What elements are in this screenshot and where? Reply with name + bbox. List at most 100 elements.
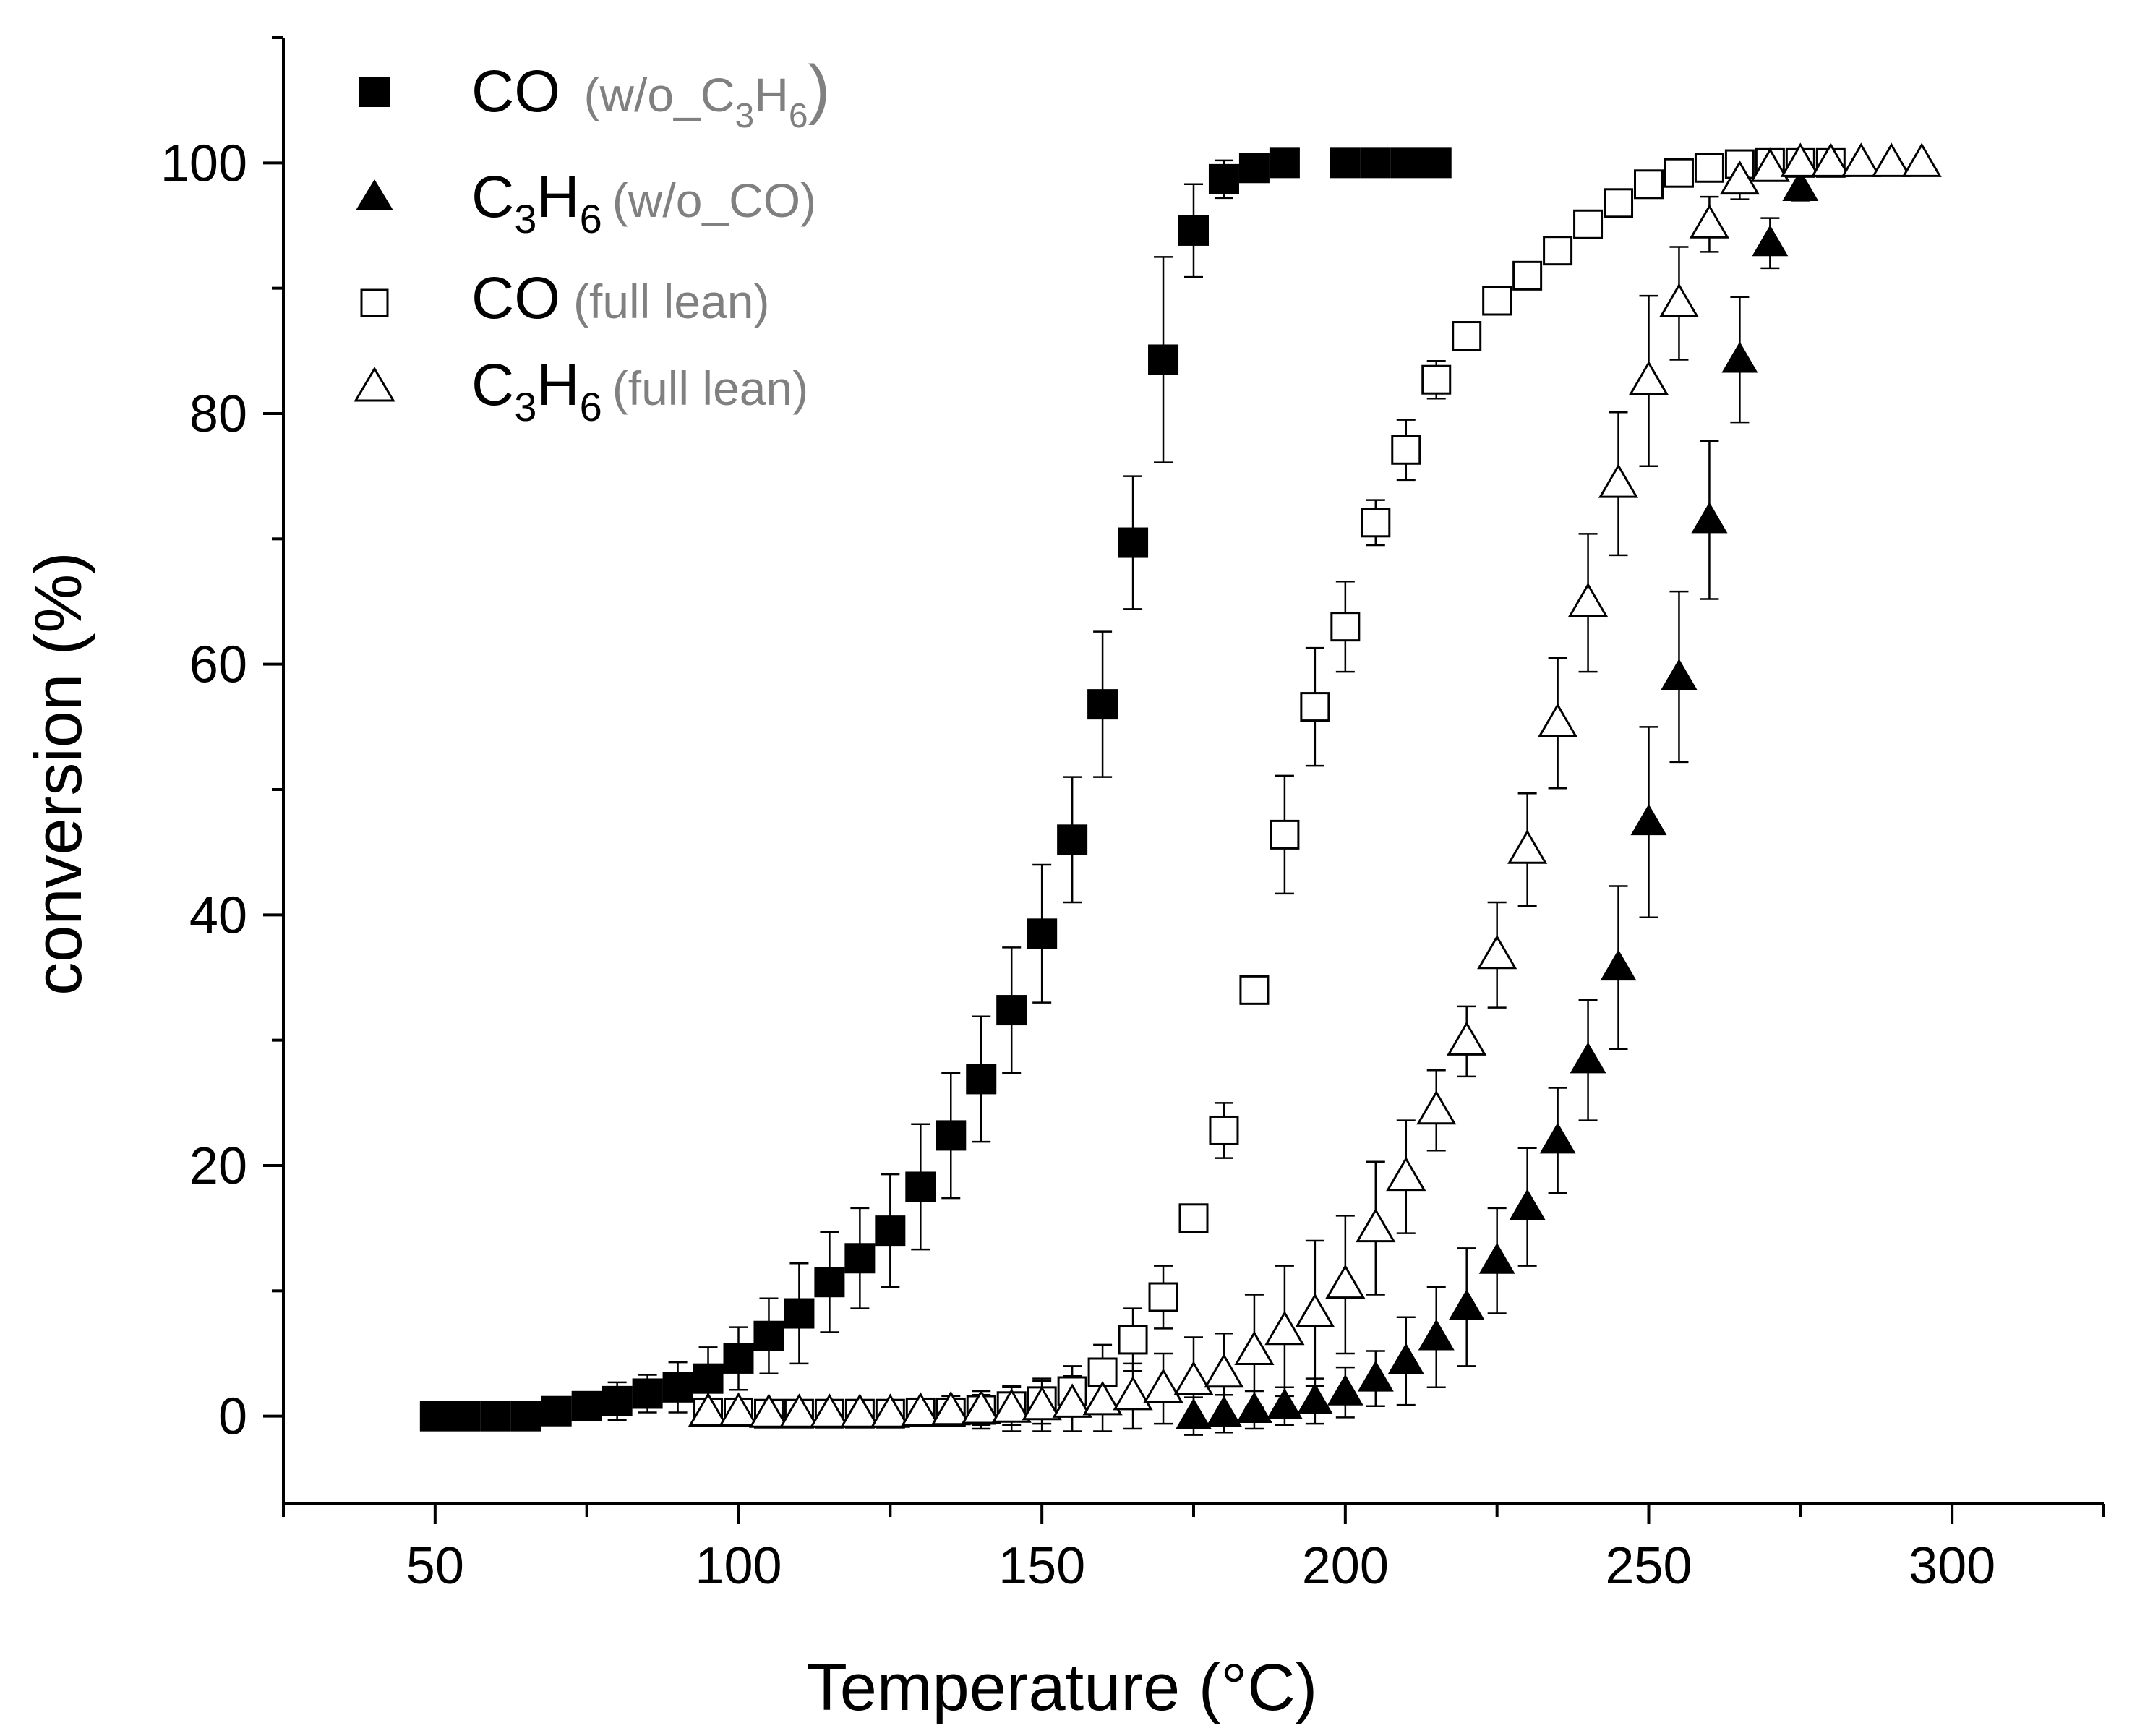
data-point-series-1 xyxy=(510,1401,541,1432)
legend-sub: H xyxy=(754,68,789,121)
data-point-series-1 xyxy=(693,1363,724,1394)
data-point-series-3 xyxy=(1270,819,1300,850)
legend-main: H xyxy=(536,352,579,418)
legend-entry-c3h6-wo-co: C3H6 (w/o_CO) xyxy=(356,164,816,241)
data-point-series-4 xyxy=(1082,1380,1123,1416)
data-point-series-2 xyxy=(1176,1398,1212,1429)
legend-entry-co-wo-c3h6: CO (w/o_C3H6) xyxy=(359,52,830,135)
data-point-series-4 xyxy=(748,1393,789,1428)
data-point-series-3 xyxy=(1694,153,1724,183)
data-point-series-4 xyxy=(1658,283,1700,317)
data-point-series-4 xyxy=(1356,1207,1396,1243)
data-point-series-3 xyxy=(1209,1115,1239,1145)
legend-main: H xyxy=(536,164,579,230)
data-point-series-4 xyxy=(1689,204,1730,239)
data-point-series-1 xyxy=(571,1390,602,1421)
data-point-series-2 xyxy=(1357,1360,1394,1392)
data-point-series-4 xyxy=(1234,1330,1275,1366)
data-point-series-4 xyxy=(870,1393,910,1428)
data-point-series-3 xyxy=(1452,321,1482,351)
data-point-series-2 xyxy=(1448,1288,1485,1320)
y-axis-title: conversion (%) xyxy=(22,552,95,996)
data-point-series-1 xyxy=(1087,689,1118,720)
data-point-series-4 xyxy=(1598,463,1639,498)
error-bars xyxy=(547,154,1901,1436)
x-tick-label: 250 xyxy=(1605,1537,1692,1595)
legend-entry-c3h6-full-lean: C3H6 (full lean) xyxy=(354,352,808,429)
data-point-series-3 xyxy=(1118,1325,1148,1355)
legend-marker-square-filled xyxy=(359,77,390,107)
legend-entry-co-full-lean: CO (full lean) xyxy=(360,265,769,331)
data-point-series-3 xyxy=(1239,975,1270,1005)
data-point-series-4 xyxy=(1052,1383,1092,1418)
data-point-series-1 xyxy=(784,1298,815,1329)
legend-marker-square-open xyxy=(360,288,389,317)
data-point-series-1 xyxy=(905,1171,936,1202)
y-tick-label: 20 xyxy=(189,1137,247,1195)
y-tick-label: 100 xyxy=(160,134,247,192)
data-point-series-1 xyxy=(1360,147,1391,179)
data-point-series-3 xyxy=(1604,188,1634,218)
data-point-series-1 xyxy=(875,1215,906,1247)
legend-label-co-wo-c3h6: CO (w/o_C3H6) xyxy=(471,52,830,135)
data-point-series-3 xyxy=(1482,286,1512,316)
legend-main-index: 3 xyxy=(514,196,536,241)
x-tick-label: 50 xyxy=(406,1537,464,1595)
data-point-series-3 xyxy=(1512,260,1543,291)
tick-labels: 0 20 40 60 80 100 50 100 150 200 250 300 xyxy=(160,134,1995,1595)
data-point-series-3 xyxy=(1361,508,1391,538)
data-point-series-4 xyxy=(1871,142,1911,177)
data-point-series-4 xyxy=(1113,1375,1153,1411)
legend-main-index: 6 xyxy=(580,384,602,429)
legend-sub-index: 6 xyxy=(789,97,808,135)
data-point-series-4 xyxy=(1264,1310,1305,1346)
data-point-series-4 xyxy=(930,1390,971,1426)
data-point-series-2 xyxy=(1539,1122,1576,1154)
legend: CO (w/o_C3H6) C3H6 (w/o_CO) CO (full lean)… xyxy=(354,52,830,429)
data-point-series-2 xyxy=(1296,1382,1333,1414)
data-point-series-4 xyxy=(1143,1368,1183,1403)
data-point-series-1 xyxy=(844,1243,876,1274)
data-point-series-1 xyxy=(662,1372,693,1403)
data-point-series-2 xyxy=(1752,225,1789,257)
data-point-series-1 xyxy=(480,1401,511,1432)
legend-marker-triangle-open xyxy=(354,367,395,402)
legend-main: CO xyxy=(471,265,560,331)
data-point-series-1 xyxy=(753,1320,784,1351)
data-point-series-4 xyxy=(961,1390,1001,1424)
data-point-series-2 xyxy=(1205,1395,1242,1427)
legend-main: CO xyxy=(471,59,560,124)
data-point-series-2 xyxy=(1691,502,1728,534)
data-point-series-4 xyxy=(718,1392,759,1427)
legend-main: C xyxy=(471,164,514,230)
data-point-series-2 xyxy=(1478,1242,1515,1274)
data-point-series-1 xyxy=(1390,147,1421,179)
data-point-series-1 xyxy=(1269,147,1300,179)
legend-sub: (w/o_CO) xyxy=(612,174,816,227)
data-point-series-4 xyxy=(1901,142,1942,177)
data-point-series-3 xyxy=(1664,158,1694,188)
data-point-series-1 xyxy=(1178,215,1209,246)
data-point-series-4 xyxy=(1567,582,1609,617)
data-point-series-4 xyxy=(1173,1361,1214,1395)
data-point-series-2 xyxy=(1721,341,1758,373)
data-point-series-1 xyxy=(419,1401,450,1432)
y-tick-label: 60 xyxy=(189,636,247,694)
data-point-series-4 xyxy=(688,1392,729,1427)
legend-label-c3h6-full-lean: C3H6 (full lean) xyxy=(471,352,808,429)
data-point-series-4 xyxy=(1447,1021,1487,1056)
x-axis-title: Temperature (°C) xyxy=(807,1651,1318,1724)
data-point-series-4 xyxy=(1325,1264,1366,1299)
data-point-series-4 xyxy=(1022,1385,1062,1421)
data-point-series-4 xyxy=(1719,160,1760,195)
data-point-series-4 xyxy=(1204,1353,1244,1388)
data-point-series-3 xyxy=(1573,209,1604,239)
legend-main: C xyxy=(471,352,514,418)
data-point-series-1 xyxy=(1118,527,1149,558)
data-point-series-3 xyxy=(1391,435,1421,465)
legend-main-index: 3 xyxy=(514,384,536,429)
data-point-series-4 xyxy=(1841,142,1881,177)
data-point-series-1 xyxy=(632,1378,663,1409)
data-point-series-1 xyxy=(1330,147,1361,179)
data-point-series-2 xyxy=(1266,1387,1303,1419)
